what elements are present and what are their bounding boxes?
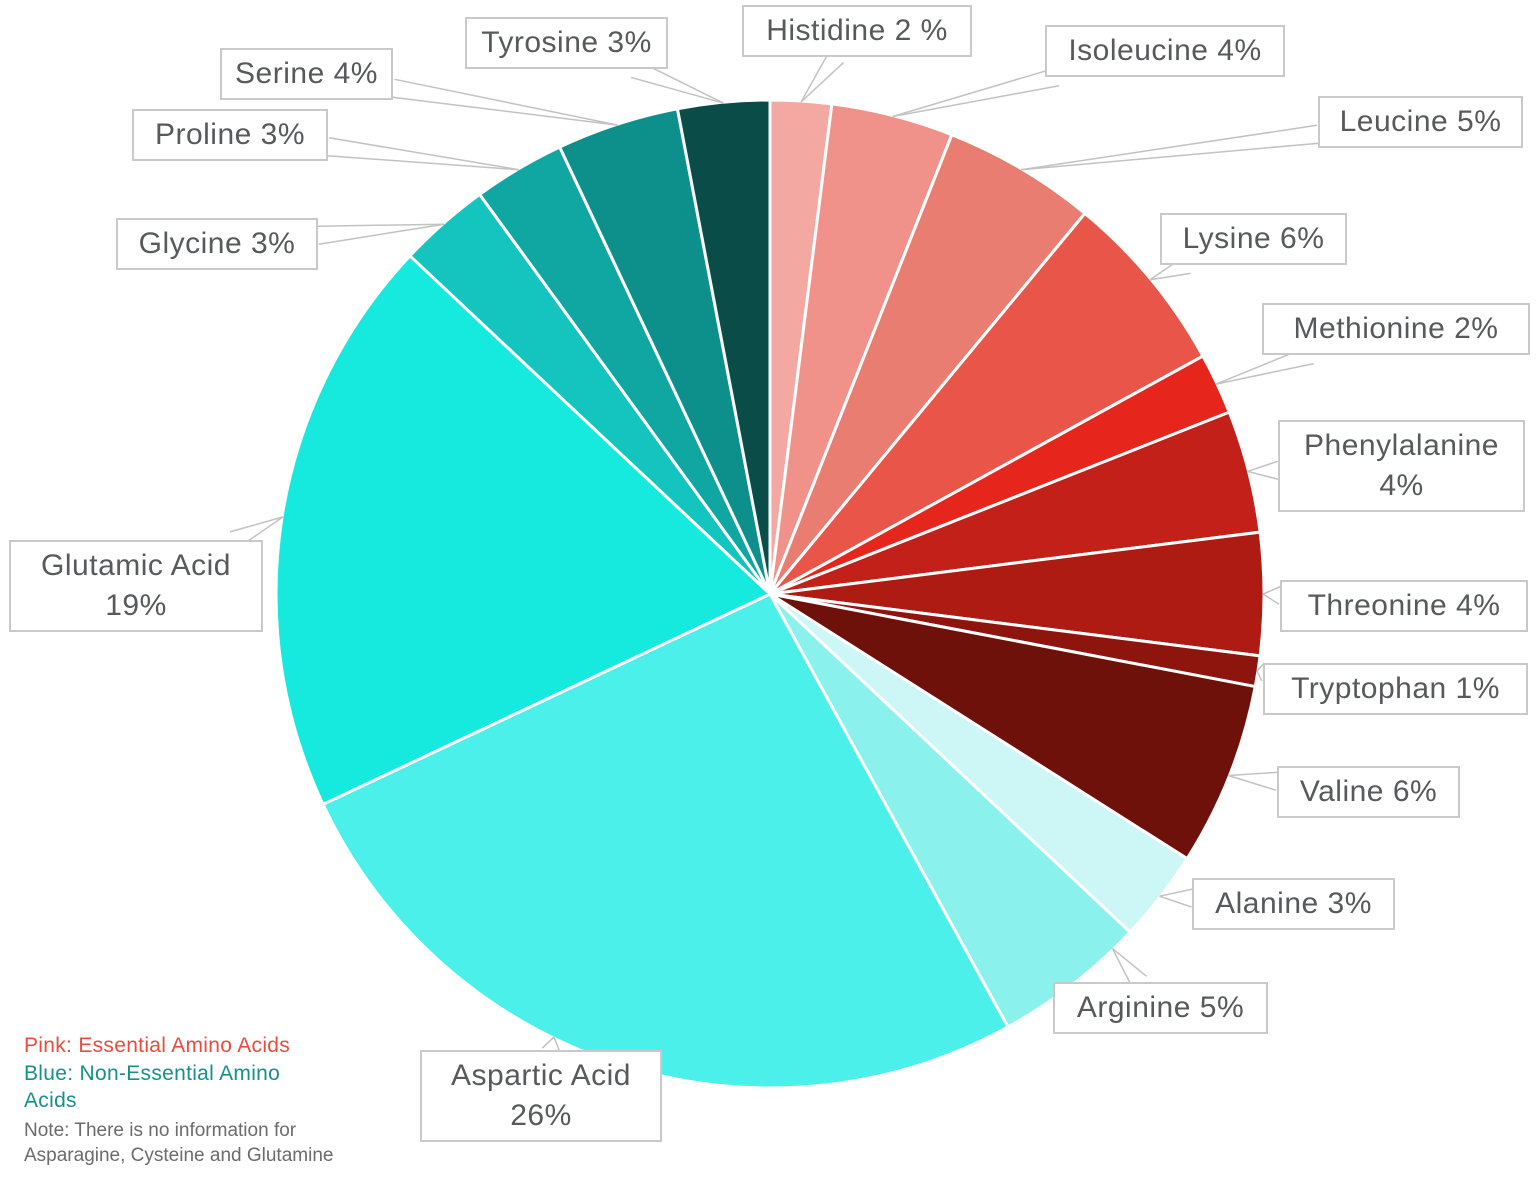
leader-line-leucine xyxy=(1020,142,1320,171)
leader-line-phenylalanine xyxy=(1247,460,1278,473)
slice-label-methionine: Methionine 2% xyxy=(1262,303,1530,356)
leader-line-isoleucine xyxy=(892,85,1060,118)
leader-line-aspartic-acid xyxy=(553,1036,561,1053)
leader-line-serine xyxy=(391,96,618,126)
leader-line-valine xyxy=(1228,774,1277,791)
slice-label-tyrosine: Tyrosine 3% xyxy=(465,17,668,70)
leader-line-threonine xyxy=(1262,593,1280,606)
leader-line-methionine xyxy=(1215,362,1314,385)
leader-line-alanine xyxy=(1159,888,1193,897)
pie-slice-tyrosine[interactable] xyxy=(675,98,772,596)
leader-line-isoleucine xyxy=(892,67,1056,118)
slice-label-serine: Serine 4% xyxy=(220,48,393,101)
slice-label-glutamic-acid: Glutamic Acid 19% xyxy=(9,540,263,633)
leader-line-alanine xyxy=(1159,895,1192,908)
legend-essential: Pink: Essential Amino Acids xyxy=(24,1034,291,1057)
slice-label-histidine: Histidine 2 % xyxy=(742,5,972,58)
pie-slice-leucine[interactable] xyxy=(768,133,1087,596)
slice-label-alanine: Alanine 3% xyxy=(1192,878,1395,931)
slice-label-threonine: Threonine 4% xyxy=(1280,580,1528,633)
leader-line-glycine xyxy=(317,223,445,227)
leader-line-histidine xyxy=(800,51,831,103)
slice-label-leucine: Leucine 5% xyxy=(1318,96,1523,149)
legend-note: Note: There is no information for Aspara… xyxy=(24,1120,334,1166)
slice-label-arginine: Arginine 5% xyxy=(1053,982,1268,1035)
leader-line-histidine xyxy=(800,62,845,103)
slice-label-phenylalanine: Phenylalanine 4% xyxy=(1278,420,1525,513)
slice-label-proline: Proline 3% xyxy=(132,109,328,162)
leader-line-glycine xyxy=(318,223,445,245)
slice-label-isoleucine: Isoleucine 4% xyxy=(1045,25,1285,78)
leader-line-tryptophan xyxy=(1256,662,1265,672)
legend: Pink: Essential Amino Acids Blue: Non-Es… xyxy=(24,1032,334,1169)
leader-line-proline xyxy=(326,154,520,171)
leader-line-lysine xyxy=(1149,272,1191,281)
slice-label-aspartic-acid: Aspartic Acid 26% xyxy=(420,1050,662,1143)
leader-line-tyrosine xyxy=(630,76,724,104)
leader-line-leucine xyxy=(1020,124,1318,171)
leader-line-arginine xyxy=(1111,948,1134,989)
slice-label-valine: Valine 6% xyxy=(1277,766,1460,819)
leader-line-valine xyxy=(1228,771,1279,777)
leader-line-serine xyxy=(394,78,618,126)
leader-line-arginine xyxy=(1112,948,1147,977)
leader-line-proline xyxy=(328,137,520,171)
leader-line-glutamic-acid xyxy=(229,516,284,533)
leader-line-tryptophan xyxy=(1256,670,1263,682)
slice-label-lysine: Lysine 6% xyxy=(1160,213,1347,266)
slice-label-tryptophan: Tryptophan 1% xyxy=(1263,663,1528,716)
legend-non-essential: Blue: Non-Essential Amino Acids xyxy=(24,1061,281,1113)
leader-line-phenylalanine xyxy=(1247,470,1279,481)
slice-label-glycine: Glycine 3% xyxy=(116,218,318,271)
leader-line-threonine xyxy=(1262,585,1282,595)
leader-line-aspartic-acid xyxy=(541,1036,555,1049)
